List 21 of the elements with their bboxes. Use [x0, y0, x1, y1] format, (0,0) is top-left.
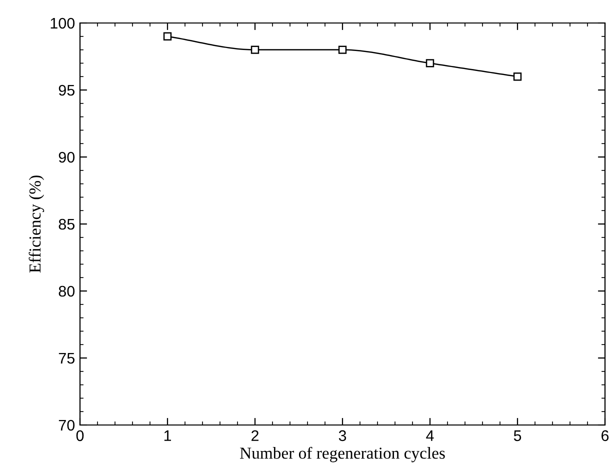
y-tick-label: 70 [58, 420, 75, 431]
point [426, 59, 434, 68]
y-tick-label: 95 [58, 84, 74, 96]
x-tick-label: 6 [602, 430, 609, 442]
point [250, 46, 260, 54]
y-tick-label: 85 [58, 218, 74, 230]
point [338, 46, 347, 54]
y-tick-label: 100 [50, 18, 75, 29]
x-tick-label: 3 [338, 430, 346, 442]
y-axis-title: Efficiency (%) [28, 176, 44, 273]
point [163, 32, 172, 40]
y-tick-label: 80 [58, 286, 75, 297]
x-tick-label: 1 [164, 430, 172, 441]
y-tick-label: 75 [58, 353, 74, 364]
x-tick-label: 2 [252, 430, 258, 441]
y-tick-label: 90 [58, 152, 75, 163]
point [513, 72, 522, 81]
x-tick-label: 4 [426, 430, 434, 441]
x-tick-label: 0 [76, 430, 84, 442]
x-axis-title: Number of regeneration cycles [240, 446, 445, 462]
x-tick-label: 5 [514, 430, 522, 442]
